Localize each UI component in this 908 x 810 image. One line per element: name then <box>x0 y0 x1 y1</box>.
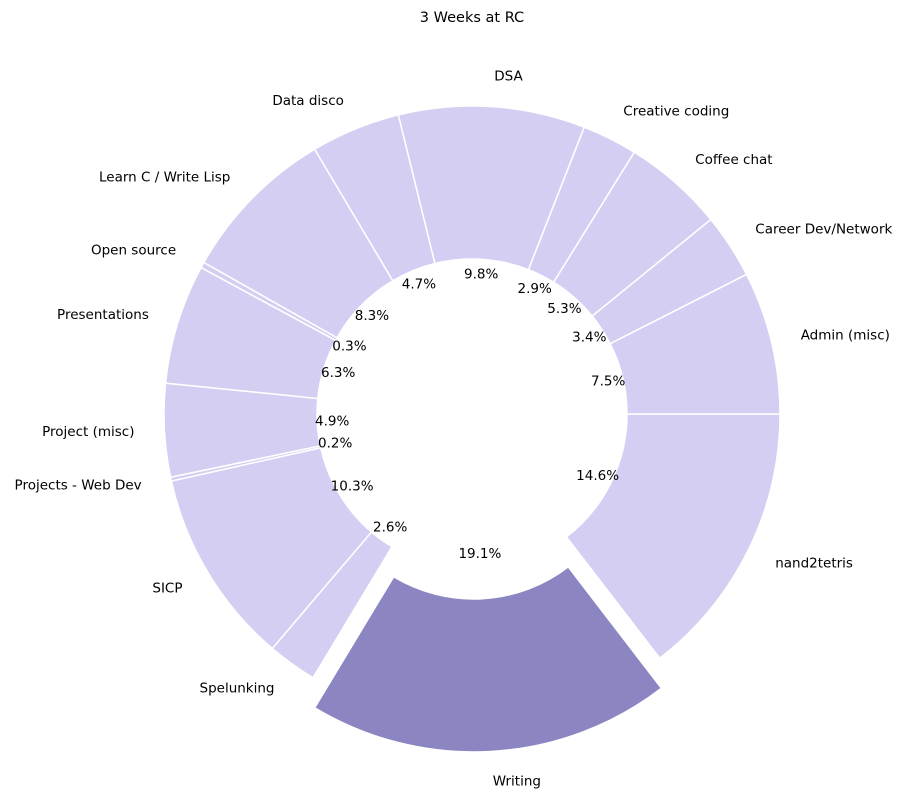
slice-label: Presentations <box>57 307 149 323</box>
percent-label: 5.3% <box>547 301 581 317</box>
slice-nand2tetris <box>565 413 781 660</box>
slice-label: Coffee chat <box>695 152 772 168</box>
slice-label: Open source <box>91 243 176 259</box>
slice-label: SICP <box>152 580 182 596</box>
percent-label: 8.3% <box>355 308 389 324</box>
percent-label: 0.2% <box>318 436 352 452</box>
slice-label: nand2tetris <box>775 555 853 571</box>
percent-label: 19.1% <box>458 546 501 562</box>
percent-label: 2.9% <box>518 281 552 297</box>
slice-label: Spelunking <box>200 680 275 696</box>
slice-label: Learn C / Write Lisp <box>99 170 230 186</box>
slice-label: Career Dev/Network <box>755 222 892 238</box>
chart-title: 3 Weeks at RC <box>420 10 524 26</box>
percent-label: 7.5% <box>591 373 625 389</box>
percent-label: 2.6% <box>373 520 407 536</box>
percent-label: 3.4% <box>572 330 606 346</box>
percent-label: 4.7% <box>402 276 436 292</box>
slice-label: Projects - Web Dev <box>15 478 142 494</box>
slice-label: Creative coding <box>623 104 729 120</box>
percent-label: 14.6% <box>576 468 619 484</box>
percent-label: 4.9% <box>315 413 349 429</box>
slices-layer <box>163 105 781 753</box>
slice-label: Writing <box>493 773 541 789</box>
slice-label: Admin (misc) <box>801 327 890 343</box>
labels-layer: nand2tetris Writing Spelunking SICP Projects… <box>15 69 893 790</box>
percent-label: 9.8% <box>464 266 498 282</box>
slice-writing <box>313 565 663 753</box>
percent-label: 0.3% <box>332 338 366 354</box>
percent-label: 6.3% <box>321 365 355 381</box>
slice-label: DSA <box>494 69 523 85</box>
slice-label: Project (misc) <box>42 424 134 440</box>
slice-admin-misc <box>609 273 781 415</box>
percent-labels-layer: 14.6% 19.1% 2.6% 10.3% 0.2% 4.9% 6.3% 0.3% 8.3% 4… <box>315 266 625 561</box>
slice-label: Data disco <box>272 93 344 109</box>
percent-label: 10.3% <box>331 478 374 494</box>
